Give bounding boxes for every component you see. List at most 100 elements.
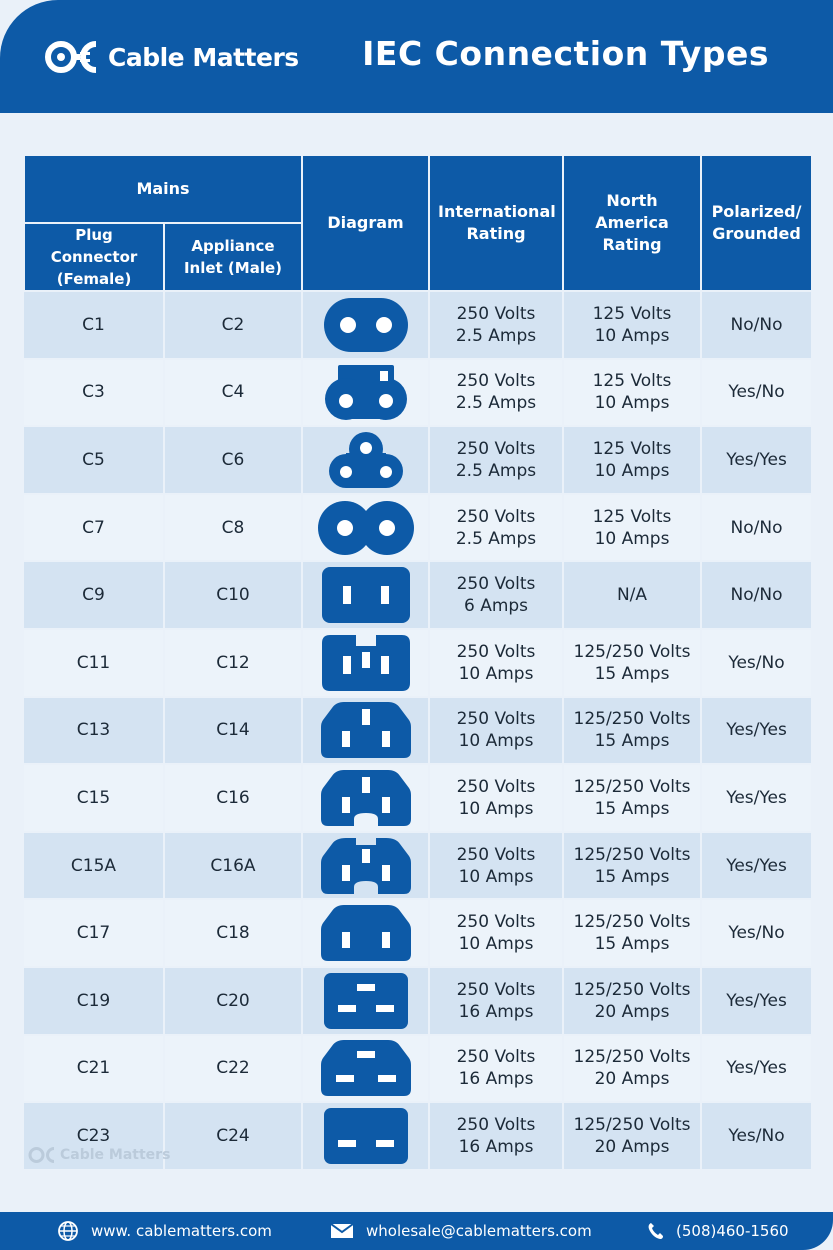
polarized-grounded-cell: Yes/Yes [701, 966, 813, 1036]
table-body: C1 C2 250 Volts 2.5 Amps 125 Volts 10 Amps… [24, 291, 813, 1171]
footer-email[interactable]: wholesale@cablematters.com [330, 1212, 592, 1250]
plug-connector-cell: C21 [24, 1034, 165, 1104]
intl-rating-line: 250 Volts [456, 709, 536, 730]
footer: www. cablematters.com wholesale@cablemat… [0, 1212, 833, 1250]
intl-rating-line: 250 Volts [456, 979, 536, 1000]
watermark: Cable Matters [28, 1145, 170, 1165]
footer-phone[interactable]: (508)460-1560 [648, 1212, 789, 1250]
intl-rating-line: 250 Volts [456, 641, 536, 662]
polarized-grounded-cell: Yes/Yes [701, 764, 813, 833]
na-rating-line: 125/250 Volts [573, 709, 691, 730]
intl-rating-line: 250 Volts [456, 574, 536, 595]
footer-phone-text: (508)460-1560 [676, 1222, 789, 1240]
cable-matters-logo-icon [45, 41, 97, 73]
na-rating-line: 20 Amps [594, 1069, 670, 1090]
intl-rating-line: 10 Amps [458, 731, 534, 752]
table-row: C21 C22 250 Volts 16 Amps 125/250 Volts 20… [24, 1034, 813, 1104]
intl-rating-line: 250 Volts [456, 844, 536, 865]
polarized-grounded-cell: Yes/No [701, 899, 813, 968]
north-america-rating-cell: N/A [563, 561, 702, 630]
header-diagram: Diagram [301, 154, 430, 292]
intl-rating-line: 250 Volts [456, 506, 536, 527]
appliance-inlet-cell: C20 [164, 966, 303, 1036]
na-rating-line: 10 Amps [594, 528, 670, 549]
international-rating-cell: 250 Volts 10 Amps [429, 831, 564, 901]
intl-rating-line: 250 Volts [456, 1047, 536, 1068]
header-north-america-rating: North America Rating [562, 154, 702, 292]
na-rating-line: 125/250 Volts [573, 1114, 691, 1135]
plug-connector-cell: C13 [24, 696, 165, 766]
appliance-inlet-cell: C12 [164, 628, 303, 698]
diagram-cell [302, 696, 430, 766]
diagram-cell [302, 1034, 430, 1104]
international-rating-cell: 250 Volts 16 Amps [429, 1102, 564, 1171]
diagram-cell [302, 764, 430, 833]
c21-connector-icon [320, 1040, 411, 1097]
diagram-cell [302, 899, 430, 968]
north-america-rating-cell: 125 Volts 10 Amps [563, 426, 702, 495]
table-row: C23 C24 250 Volts 16 Amps 125/250 Volts 20… [24, 1102, 813, 1171]
international-rating-cell: 250 Volts 16 Amps [429, 966, 564, 1036]
table-row: C11 C12 250 Volts 10 Amps 125/250 Volts 15… [24, 628, 813, 698]
international-rating-cell: 250 Volts 2.5 Amps [429, 426, 564, 495]
international-rating-cell: 250 Volts 10 Amps [429, 764, 564, 833]
footer-website[interactable]: www. cablematters.com [57, 1212, 272, 1250]
na-rating-line: 15 Amps [594, 663, 670, 684]
na-rating-line: 125/250 Volts [573, 912, 691, 933]
na-rating-line: 10 Amps [594, 460, 670, 481]
na-rating-line: 15 Amps [594, 866, 670, 887]
table-row: C13 C14 250 Volts 10 Amps 125/250 Volts 15… [24, 696, 813, 766]
table-row: C1 C2 250 Volts 2.5 Amps 125 Volts 10 Amps… [24, 291, 813, 360]
international-rating-cell: 250 Volts 10 Amps [429, 696, 564, 766]
globe-icon [58, 1221, 78, 1241]
polarized-grounded-cell: Yes/Yes [701, 696, 813, 766]
appliance-inlet-cell: C14 [164, 696, 303, 766]
diagram-cell [302, 628, 430, 698]
header-banner: Cable Matters IEC Connection Types [0, 0, 833, 113]
table-row: C5 C6 250 Volts 2.5 Amps 125 Volts 10 Amps… [24, 426, 813, 495]
footer-website-text: www. cablematters.com [91, 1222, 272, 1240]
north-america-rating-cell: 125/250 Volts 20 Amps [563, 966, 702, 1036]
international-rating-cell: 250 Volts 6 Amps [429, 561, 564, 630]
intl-rating-line: 6 Amps [463, 596, 529, 617]
diagram-cell [302, 966, 430, 1036]
diagram-cell [302, 1102, 430, 1171]
na-rating-line: 15 Amps [594, 731, 670, 752]
plug-connector-cell: C7 [24, 493, 165, 563]
diagram-cell [302, 493, 430, 563]
envelope-icon [330, 1223, 354, 1238]
phone-icon [648, 1223, 663, 1239]
diagram-cell [302, 426, 430, 495]
intl-rating-line: 16 Amps [458, 1001, 534, 1022]
table-row: C7 C8 250 Volts 2.5 Amps 125 Volts 10 Amps… [24, 493, 813, 563]
brand-logo[interactable]: Cable Matters [44, 38, 299, 76]
intl-rating-line: 250 Volts [456, 912, 536, 933]
na-rating-line: 125/250 Volts [573, 776, 691, 797]
watermark-text: Cable Matters [60, 1147, 171, 1163]
intl-rating-line: 16 Amps [458, 1069, 534, 1090]
diagram-cell [302, 831, 430, 901]
appliance-inlet-cell: C4 [164, 358, 303, 428]
plug-connector-cell: C3 [24, 358, 165, 428]
polarized-grounded-cell: No/No [701, 291, 813, 360]
appliance-inlet-cell: C6 [164, 426, 303, 495]
north-america-rating-cell: 125/250 Volts 15 Amps [563, 628, 702, 698]
na-rating-line: 10 Amps [594, 393, 670, 414]
na-rating-line: 125/250 Volts [573, 844, 691, 865]
rect-2-connector-icon [321, 567, 410, 624]
plug-connector-cell: C17 [24, 899, 165, 968]
international-rating-cell: 250 Volts 2.5 Amps [429, 291, 564, 360]
intl-rating-line: 250 Volts [456, 1114, 536, 1135]
intl-rating-line: 16 Amps [458, 1136, 534, 1157]
c19-connector-icon [323, 972, 408, 1029]
north-america-rating-cell: 125/250 Volts 15 Amps [563, 764, 702, 833]
na-rating-line: 125/250 Volts [573, 979, 691, 1000]
polarized-grounded-cell: No/No [701, 561, 813, 630]
na-rating-line: N/A [616, 585, 648, 606]
na-rating-line: 20 Amps [594, 1136, 670, 1157]
header-mains: Mains [23, 154, 303, 224]
intl-rating-line: 2.5 Amps [455, 393, 537, 414]
international-rating-cell: 250 Volts 2.5 Amps [429, 358, 564, 428]
c15-connector-icon [320, 769, 411, 826]
north-america-rating-cell: 125 Volts 10 Amps [563, 291, 702, 360]
